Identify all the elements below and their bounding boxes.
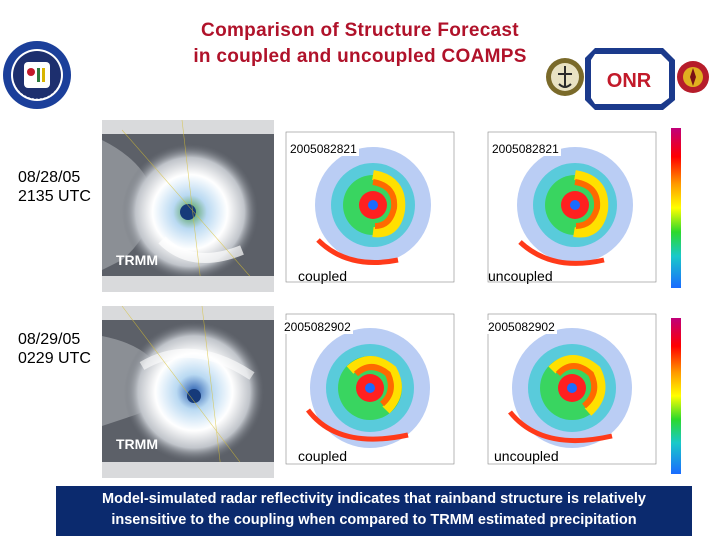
row2-uncoupled-reflectivity-plot	[487, 313, 657, 465]
title-line-1: Comparison of Structure Forecast	[201, 20, 519, 41]
office-of-naval-research-logo-icon: ONR	[546, 48, 709, 110]
row1-trmm-label: TRMM	[116, 252, 158, 268]
title-line-2: in coupled and uncoupled COAMPS	[193, 46, 527, 67]
row2-date-label: 08/29/05 0229 UTC	[18, 330, 91, 368]
summary-caption: Model-simulated radar reflectivity indic…	[56, 486, 692, 536]
row2-date-line1: 08/29/05	[18, 331, 81, 348]
row1-date-line1: 08/28/05	[18, 169, 81, 186]
row1-satellite-scene	[102, 120, 274, 292]
row1-coupled-date: 2005082821	[288, 142, 359, 156]
row2-trmm-label: TRMM	[116, 436, 158, 452]
onr-logo-text: ONR	[607, 70, 652, 92]
row1-trmm-satellite-image: TRMM	[102, 120, 274, 292]
summary-caption-line2: insensitive to the coupling when compare…	[111, 512, 637, 528]
row1-coupled-panel: 2005082821 coupled	[278, 120, 464, 298]
row2-coupled-panel: 2005082902 coupled	[278, 300, 464, 478]
row1-date-line2: 2135 UTC	[18, 188, 91, 205]
row1-uncoupled-date: 2005082821	[490, 142, 561, 156]
row1-coupled-caption: coupled	[298, 268, 348, 284]
row2-satellite-scene	[102, 306, 274, 478]
row2-date-line2: 0229 UTC	[18, 350, 91, 367]
row2-coupled-reflectivity-plot	[285, 313, 455, 465]
naval-research-lab-seal-icon	[3, 41, 71, 109]
row1-date-label: 08/28/05 2135 UTC	[18, 168, 91, 206]
row2-colorbar	[671, 318, 681, 474]
row2-trmm-satellite-image: TRMM	[102, 306, 274, 478]
row1-uncoupled-reflectivity-plot	[487, 131, 657, 283]
row1-coupled-reflectivity-plot	[285, 131, 455, 283]
row1-uncoupled-panel: 2005082821 uncoupled	[480, 120, 666, 298]
row1-colorbar	[671, 128, 681, 288]
summary-caption-line1: Model-simulated radar reflectivity indic…	[102, 491, 646, 507]
row1-uncoupled-caption: uncoupled	[488, 268, 553, 284]
row2-uncoupled-caption: uncoupled	[494, 448, 559, 464]
row2-uncoupled-panel: 2005082902 uncoupled	[480, 300, 666, 478]
row2-uncoupled-date: 2005082902	[486, 320, 557, 334]
row2-coupled-caption: coupled	[298, 448, 348, 464]
slide-title: Comparison of Structure Forecast in coup…	[0, 18, 720, 70]
row2-coupled-date: 2005082902	[282, 320, 353, 334]
